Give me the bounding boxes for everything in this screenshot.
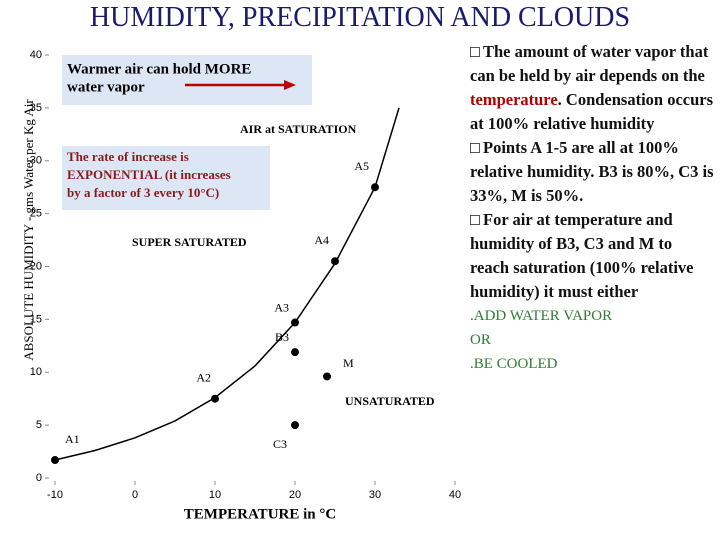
point <box>371 183 379 192</box>
x-tick-label: 30 <box>369 489 381 501</box>
annotation: EXPONENTIAL (it increases <box>67 167 231 182</box>
point <box>331 257 339 266</box>
note-text: temperature <box>470 90 558 109</box>
x-tick-label: 0 <box>132 489 138 501</box>
x-tick-label: -10 <box>47 489 63 501</box>
y-tick-label: 0 <box>36 472 42 484</box>
bullet <box>470 215 480 225</box>
point <box>211 394 219 403</box>
x-tick-label: 40 <box>449 489 461 501</box>
annotation: by a factor of 3 every 10°C) <box>67 185 219 200</box>
point-label: A4 <box>314 233 329 247</box>
annotation: Warmer air can hold MORE <box>67 61 251 77</box>
point <box>291 348 299 357</box>
y-tick-label: 5 <box>36 419 42 431</box>
x-tick-label: 10 <box>209 489 221 501</box>
point <box>323 372 331 381</box>
annotation: SUPER SATURATED <box>132 235 247 249</box>
slide-title: HUMIDITY, PRECIPITATION AND CLOUDS <box>89 2 631 33</box>
y-tick-label: 20 <box>30 260 42 272</box>
point <box>51 456 59 465</box>
point-label: A5 <box>354 159 369 173</box>
annotation-box <box>62 55 312 105</box>
y-tick-label: 40 <box>30 49 42 61</box>
note-text: For air at temperature and humidity of B… <box>470 210 694 301</box>
bullet <box>470 143 480 153</box>
y-tick-label: 35 <box>30 102 42 114</box>
note-text: The amount of water vapor that can be he… <box>470 42 709 85</box>
x-tick-label: 20 <box>289 489 301 501</box>
annotation: water vapor <box>67 79 145 95</box>
curve <box>54 107 400 461</box>
y-tick-label: 25 <box>30 208 42 220</box>
annotation: AIR at SATURATION <box>240 122 357 136</box>
bullet <box>470 47 480 57</box>
note: Points A 1-5 are all at 100% relative hu… <box>470 136 715 208</box>
y-axis-label: ABSOLUTE HUMIDITY - gms Water per Kg Air <box>21 99 36 361</box>
y-tick-label: 30 <box>30 155 42 167</box>
point-label: A2 <box>196 370 211 384</box>
note: For air at temperature and humidity of B… <box>470 208 715 304</box>
note-text: Points A 1-5 are all at 100% relative hu… <box>470 138 714 205</box>
point <box>291 318 299 327</box>
point-label: M <box>343 356 354 370</box>
point-label: B3 <box>275 330 289 344</box>
point-label: A1 <box>65 432 80 446</box>
option: .ADD WATER VAPOR <box>470 308 613 324</box>
point-label: C3 <box>273 437 287 451</box>
y-tick-label: 10 <box>30 366 42 378</box>
annotation: The rate of increase is <box>67 149 189 164</box>
option: .BE COOLED <box>470 356 558 372</box>
point-label: A3 <box>274 300 289 314</box>
annotation: UNSATURATED <box>345 394 435 408</box>
y-tick-label: 15 <box>30 313 42 325</box>
arrow-head <box>284 80 296 90</box>
notes: The amount of water vapor that can be he… <box>470 40 715 376</box>
option: OR <box>470 332 491 348</box>
note-text: . Condensation occurs at 100% relative h… <box>470 90 714 133</box>
note: The amount of water vapor that can be he… <box>470 40 715 136</box>
chart: TEMPERATURE in °C ABSOLUTE HUMIDITY - gm… <box>21 49 461 523</box>
point <box>291 421 299 430</box>
x-axis-label: TEMPERATURE in °C <box>184 506 336 522</box>
annotation-box <box>62 146 270 210</box>
